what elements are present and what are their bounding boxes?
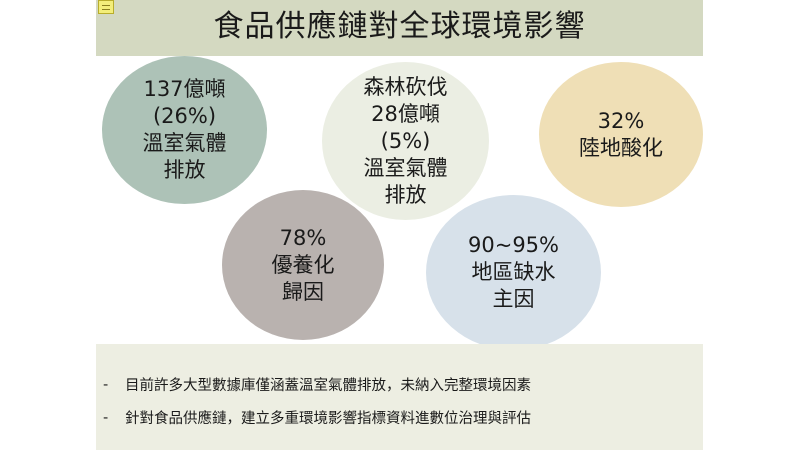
notes-box	[96, 344, 703, 450]
circle-line: (5%)	[380, 128, 431, 153]
circle-line: 地區缺水	[471, 260, 556, 284]
circle-line: 排放	[163, 158, 206, 182]
circle-line: 137億噸	[143, 77, 226, 101]
circle-line: 78%	[279, 225, 327, 250]
circle-land-acidification: 32% 陸地酸化	[539, 62, 703, 207]
circle-deforestation: 森林砍伐 28億噸 (5%) 溫室氣體 排放	[322, 62, 489, 220]
circle-line: 溫室氣體	[363, 155, 448, 180]
circle-line: 溫室氣體	[142, 131, 227, 155]
circle-line: 歸因	[282, 279, 324, 304]
circle-eutrophication: 78% 優養化 歸因	[222, 190, 384, 340]
slide: 食品供應鏈對全球環境影響 137億噸 (26%) 溫室氣體 排放 森林砍伐 28…	[96, 0, 703, 450]
circle-line: 排放	[384, 182, 427, 207]
circle-line: 32%	[597, 108, 645, 133]
bullet-item: - 針對食品供應鏈，建立多重環境影響指標資料進數位治理與評估	[103, 407, 531, 428]
bullet-marker: -	[103, 409, 109, 426]
circle-water-scarcity: 90~95% 地區缺水 主因	[426, 195, 601, 350]
bullet-marker: -	[103, 376, 109, 393]
circle-line: 陸地酸化	[579, 135, 663, 160]
circle-line: 優養化	[271, 252, 335, 277]
slide-title: 食品供應鏈對全球環境影響	[213, 9, 586, 44]
circle-line: 主因	[492, 287, 535, 311]
title-bar: 食品供應鏈對全球環境影響	[96, 0, 703, 56]
bullet-text: 針對食品供應鏈，建立多重環境影響指標資料進數位治理與評估	[125, 411, 531, 427]
circle-line: (26%)	[152, 104, 217, 128]
circle-line: 90~95%	[468, 233, 559, 257]
circle-line: 28億噸	[371, 101, 440, 126]
circle-ghg-emissions: 137億噸 (26%) 溫室氣體 排放	[102, 56, 267, 204]
bullet-text: 目前許多大型數據庫僅涵蓋溫室氣體排放，未納入完整環境因素	[125, 378, 531, 394]
bullet-item: - 目前許多大型數據庫僅涵蓋溫室氣體排放，未納入完整環境因素	[103, 374, 531, 395]
comment-note-icon[interactable]	[98, 0, 114, 14]
circle-line: 森林砍伐	[363, 74, 448, 99]
